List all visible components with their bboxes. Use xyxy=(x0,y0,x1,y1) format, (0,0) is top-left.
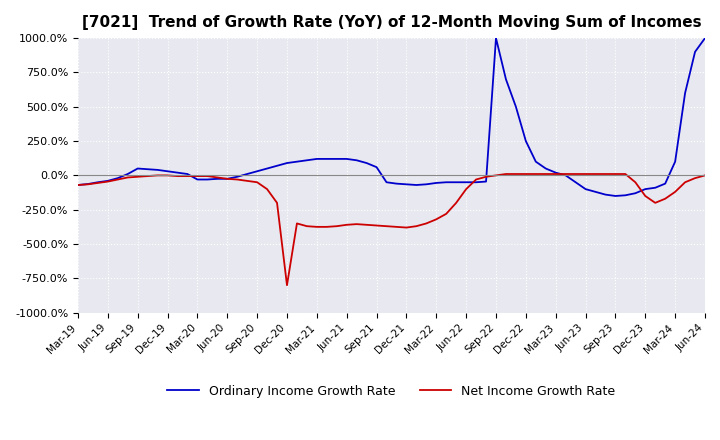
Net Income Growth Rate xyxy=(482,174,490,180)
Net Income Growth Rate xyxy=(492,173,500,178)
Ordinary Income Growth Rate xyxy=(422,182,431,187)
Ordinary Income Growth Rate xyxy=(492,36,500,41)
Ordinary Income Growth Rate xyxy=(701,36,709,41)
Legend: Ordinary Income Growth Rate, Net Income Growth Rate: Ordinary Income Growth Rate, Net Income … xyxy=(163,380,621,403)
Ordinary Income Growth Rate xyxy=(153,167,162,172)
Ordinary Income Growth Rate xyxy=(472,180,480,185)
Ordinary Income Growth Rate xyxy=(73,182,82,187)
Ordinary Income Growth Rate xyxy=(333,156,341,161)
Net Income Growth Rate xyxy=(502,171,510,176)
Title: [7021]  Trend of Growth Rate (YoY) of 12-Month Moving Sum of Incomes: [7021] Trend of Growth Rate (YoY) of 12-… xyxy=(81,15,701,30)
Ordinary Income Growth Rate xyxy=(611,193,620,198)
Net Income Growth Rate xyxy=(392,224,401,230)
Line: Ordinary Income Growth Rate: Ordinary Income Growth Rate xyxy=(78,38,705,196)
Net Income Growth Rate xyxy=(701,173,709,178)
Net Income Growth Rate xyxy=(432,216,441,222)
Net Income Growth Rate xyxy=(283,282,292,288)
Net Income Growth Rate xyxy=(73,182,82,187)
Net Income Growth Rate xyxy=(153,173,162,178)
Net Income Growth Rate xyxy=(343,222,351,227)
Ordinary Income Growth Rate xyxy=(482,179,490,184)
Ordinary Income Growth Rate xyxy=(382,180,391,185)
Line: Net Income Growth Rate: Net Income Growth Rate xyxy=(78,174,705,285)
